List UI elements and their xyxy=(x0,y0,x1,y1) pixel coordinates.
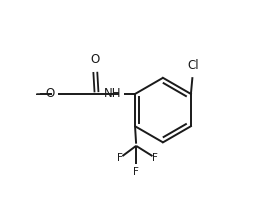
Text: Cl: Cl xyxy=(188,58,199,72)
Text: methyl: methyl xyxy=(36,93,41,94)
Text: O: O xyxy=(91,53,100,66)
Text: O: O xyxy=(46,87,55,100)
Text: F: F xyxy=(117,153,123,163)
Text: F: F xyxy=(133,167,139,177)
Text: NH: NH xyxy=(104,87,121,100)
Text: F: F xyxy=(152,153,157,163)
